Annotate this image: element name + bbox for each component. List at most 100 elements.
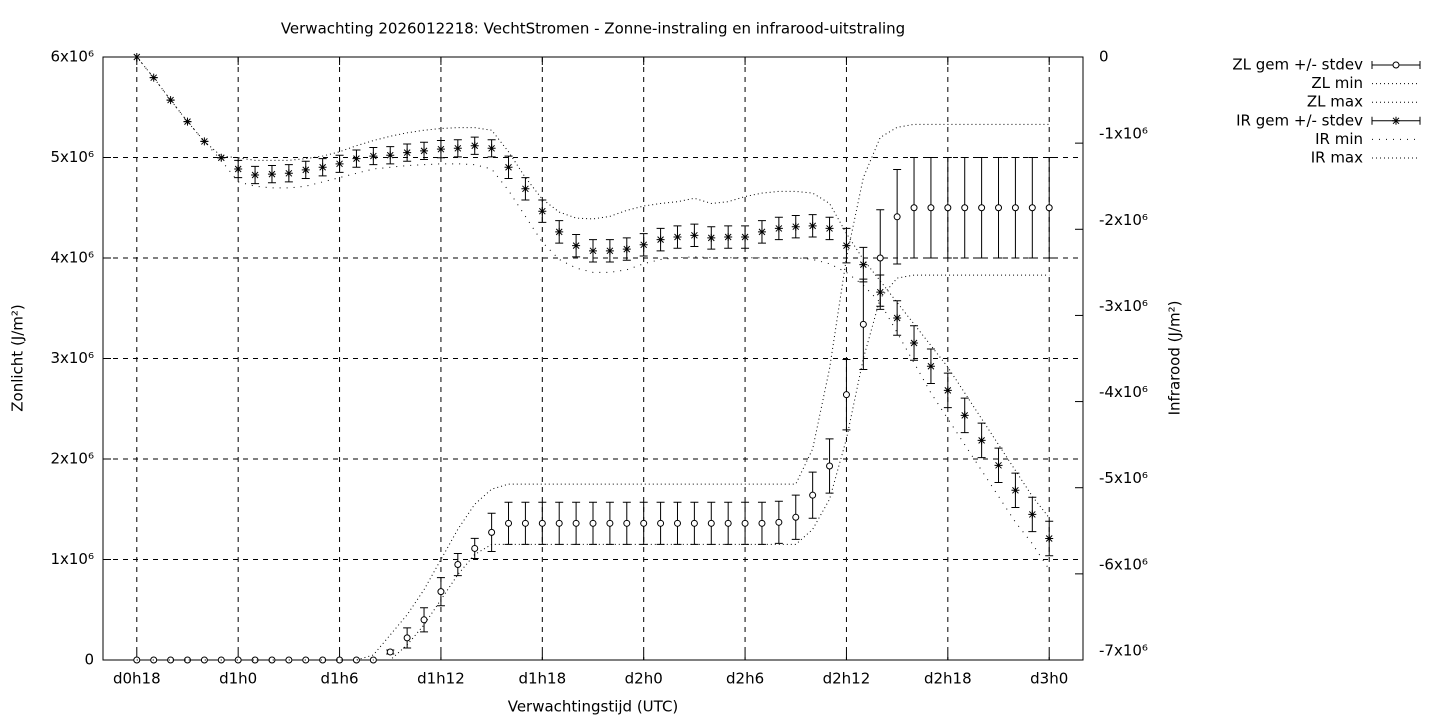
- y2-tick-label: -7x10⁶: [1099, 642, 1148, 660]
- data-point: [352, 154, 361, 163]
- data-point: [420, 616, 428, 624]
- data-point: [217, 153, 226, 162]
- data-point: [403, 148, 412, 157]
- data-point: [487, 144, 496, 153]
- data-point: [893, 213, 901, 221]
- data-point: [386, 151, 395, 160]
- legend-label: ZL max: [1307, 93, 1363, 111]
- data-point: [994, 461, 1003, 470]
- data-point: [809, 491, 817, 499]
- data-point: [386, 648, 394, 656]
- series-line: [136, 56, 1050, 570]
- data-point: [640, 519, 648, 527]
- data-point: [758, 519, 766, 527]
- y2-tick-label: -5x10⁶: [1099, 469, 1148, 487]
- data-point: [538, 207, 547, 216]
- data-point: [791, 222, 800, 231]
- data-point: [369, 152, 378, 161]
- data-point: [437, 588, 445, 596]
- data-point: [893, 314, 902, 323]
- data-point: [707, 233, 716, 242]
- data-point: [724, 519, 732, 527]
- data-point: [132, 53, 141, 61]
- data-point: [1028, 204, 1036, 212]
- data-point: [488, 528, 496, 536]
- data-point: [961, 204, 969, 212]
- legend-marker: [1392, 61, 1400, 69]
- data-point: [301, 165, 310, 174]
- legend-label: ZL min: [1311, 74, 1363, 92]
- data-point: [978, 204, 986, 212]
- data-point: [775, 518, 783, 526]
- x-axis-label: Verwachtingstijd (UTC): [508, 698, 679, 716]
- x-tick-label: d2h18: [924, 670, 972, 688]
- data-point: [876, 288, 885, 297]
- data-point: [960, 411, 969, 420]
- data-point: [707, 519, 715, 527]
- data-point: [639, 240, 648, 249]
- data-point: [656, 235, 665, 244]
- data-point: [471, 544, 479, 552]
- data-point: [910, 338, 919, 347]
- data-point: [589, 519, 597, 527]
- y-tick-label: 3x10⁶: [50, 349, 94, 367]
- data-point: [1028, 510, 1037, 519]
- legend-label: IR gem +/- stdev: [1236, 111, 1363, 129]
- y2-tick-label: -4x10⁶: [1099, 383, 1148, 401]
- data-point: [352, 656, 360, 664]
- data-point: [234, 656, 242, 664]
- data-point: [690, 519, 698, 527]
- data-point: [926, 362, 935, 371]
- data-point: [622, 245, 631, 254]
- data-point: [504, 163, 513, 172]
- data-point: [505, 519, 513, 527]
- data-point: [876, 254, 884, 262]
- y-tick-label: 0: [84, 651, 94, 669]
- data-point: [589, 246, 597, 255]
- data-point: [859, 260, 868, 269]
- data-point: [183, 117, 192, 126]
- data-point: [605, 246, 614, 255]
- y2-tick-label: -1x10⁶: [1099, 125, 1148, 143]
- data-point: [454, 561, 462, 569]
- data-point: [403, 634, 411, 642]
- data-point: [842, 241, 851, 250]
- data-point: [977, 436, 986, 445]
- data-point: [319, 656, 327, 664]
- data-point: [420, 146, 429, 155]
- legend-label: ZL gem +/- stdev: [1232, 56, 1363, 74]
- series-line: [136, 123, 1050, 661]
- y2-tick-label: -6x10⁶: [1099, 555, 1148, 573]
- data-point: [826, 462, 834, 470]
- x-tick-label: d1h12: [417, 670, 465, 688]
- data-point: [859, 320, 867, 328]
- data-point: [318, 163, 327, 172]
- data-point: [673, 519, 681, 527]
- x-tick-label: d1h18: [518, 670, 566, 688]
- x-tick-label: d0h18: [113, 670, 161, 688]
- data-point: [538, 519, 546, 527]
- data-point: [183, 656, 191, 664]
- x-tick-label: d2h0: [625, 670, 663, 688]
- data-point: [1011, 486, 1020, 495]
- data-point: [741, 233, 750, 242]
- chart-title: Verwachting 2026012218: VechtStromen - Z…: [281, 20, 905, 38]
- legend-marker: [1392, 116, 1400, 125]
- y2-tick-label: 0: [1099, 48, 1109, 66]
- data-point: [774, 224, 783, 233]
- x-tick-label: d1h0: [219, 670, 257, 688]
- data-point: [149, 73, 158, 82]
- data-point: [436, 145, 445, 154]
- data-point: [606, 519, 614, 527]
- data-point: [910, 204, 918, 212]
- y-tick-label: 6x10⁶: [50, 48, 94, 66]
- data-point: [741, 519, 749, 527]
- data-point: [1045, 534, 1054, 543]
- data-point: [284, 169, 293, 178]
- data-point: [572, 519, 580, 527]
- x-tick-label: d2h6: [726, 670, 764, 688]
- data-point: [1011, 204, 1019, 212]
- data-point: [470, 141, 479, 150]
